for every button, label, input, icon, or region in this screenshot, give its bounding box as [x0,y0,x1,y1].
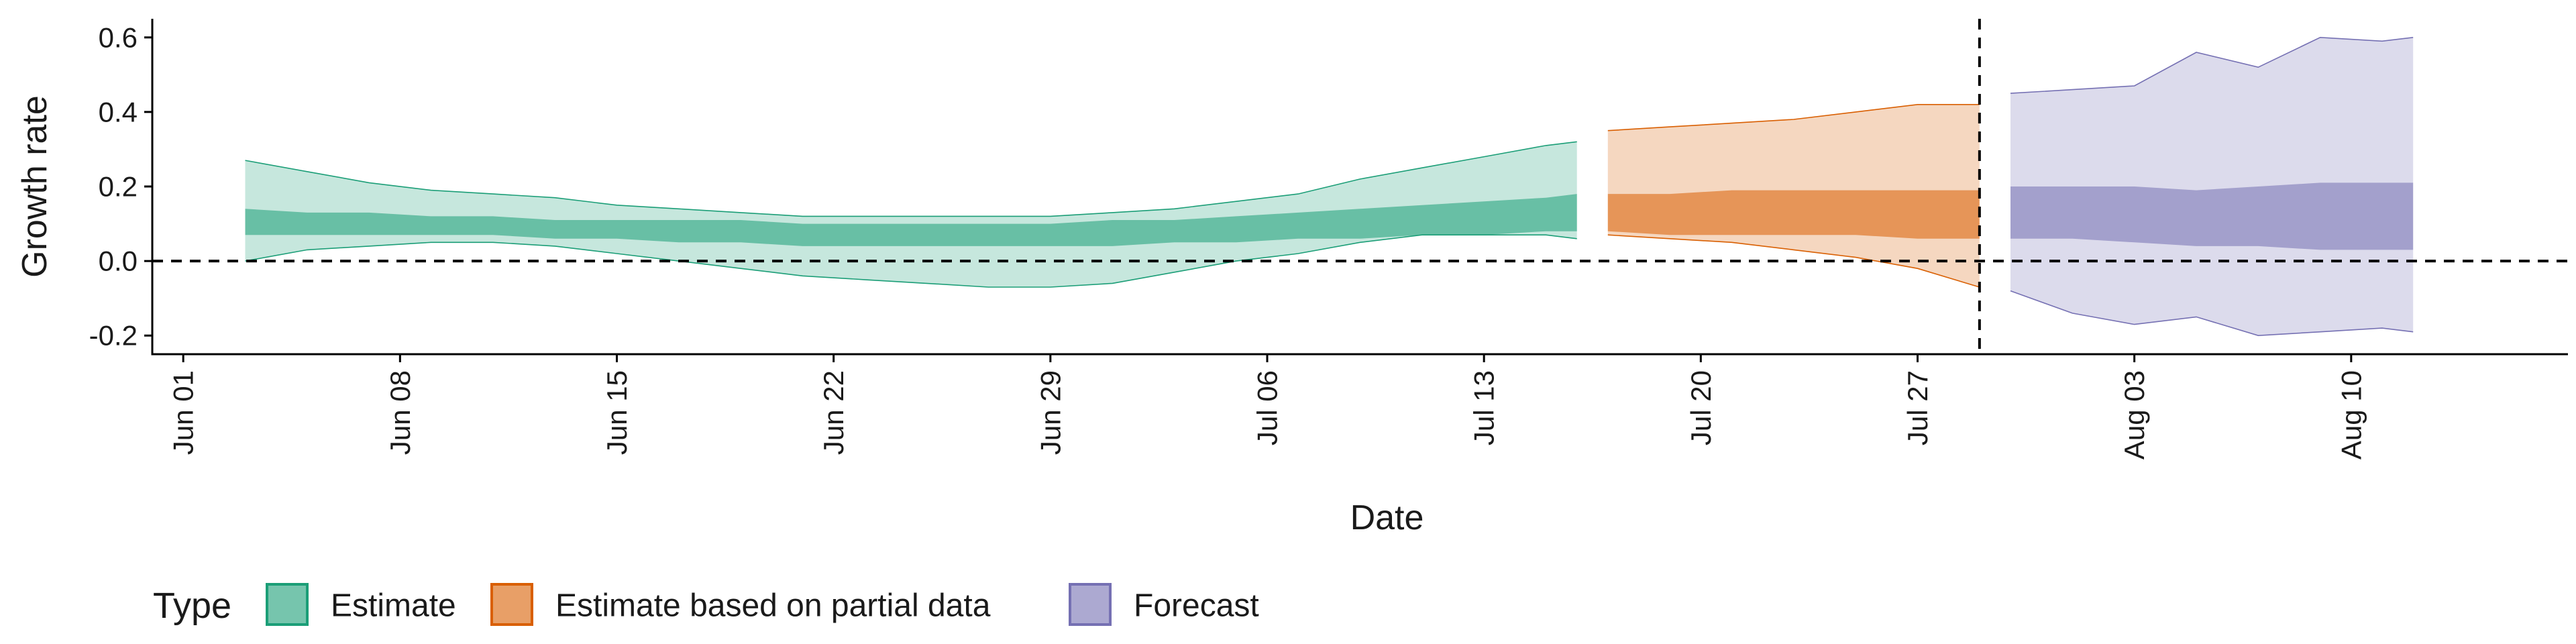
ribbon-90-lower-edge [2010,290,2414,337]
legend-label: Estimate based on partial data [555,588,991,624]
ribbon-90-upper-edge [245,141,1577,217]
legend-label: Forecast [1134,588,1259,624]
y-tick-label: 0.4 [99,96,138,127]
legend-key [490,583,533,626]
series-1 [1607,104,1980,288]
legend-item: Forecast [1069,583,1259,626]
legend-title: Type [153,586,231,626]
y-tick-label: 0.6 [99,21,138,53]
y-tick-label: 0.0 [99,246,138,277]
legend: Type Estimate Estimate based on partial da… [153,583,1259,626]
y-tick-label: 0.2 [99,171,138,203]
x-tick-label: Aug 03 [2118,370,2150,460]
ribbon-90 [245,142,1577,287]
x-tick-label: Jul 27 [1902,370,1933,445]
legend-key [1069,583,1112,626]
x-axis-title: Date [1350,498,1424,537]
x-tick-label: Jul 06 [1252,370,1283,445]
ribbon-90-lower-edge [1607,234,1980,288]
x-tick-label: Jun 22 [818,370,849,455]
ribbon-50 [2010,182,2414,250]
legend-key [266,583,309,626]
x-tick-label: Jul 20 [1685,370,1717,445]
legend-label: Estimate [331,588,456,624]
ribbon-90-upper-edge [1607,104,1980,131]
x-tick-label: Jun 08 [384,370,416,455]
ribbon-50 [1607,190,1980,239]
series-0 [245,141,1577,288]
x-tick-label: Aug 10 [2335,370,2367,460]
x-tick-label: Jun 01 [168,370,199,455]
legend-item: Estimate based on partial data [490,583,991,626]
x-tick-label: Jul 13 [1468,370,1500,445]
ribbon-50 [245,194,1577,246]
ribbon-90-lower-edge [245,234,1577,288]
x-tick-label: Jun 29 [1034,370,1066,455]
ribbon-90-upper-edge [2010,36,2414,94]
y-axis-title: Growth rate [15,95,54,278]
legend-item: Estimate [266,583,456,626]
x-tick-label: Jun 15 [601,370,633,455]
series-2 [2010,36,2414,337]
y-tick-label: -0.2 [89,320,138,352]
